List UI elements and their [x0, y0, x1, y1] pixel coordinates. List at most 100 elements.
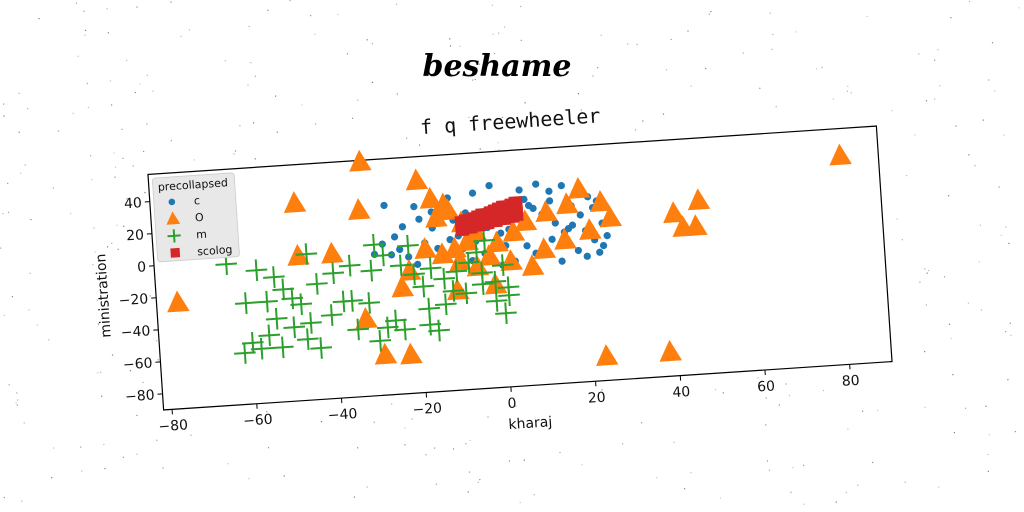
data-point-c	[583, 252, 591, 260]
y-tick-label: 0	[137, 259, 147, 276]
data-point-m	[272, 278, 295, 301]
data-point-O	[599, 205, 623, 228]
data-point-c	[415, 215, 423, 223]
data-point-O	[449, 249, 472, 272]
data-point-O	[502, 219, 526, 242]
data-point-m	[338, 254, 361, 277]
data-point-O	[167, 290, 190, 313]
data-point-m	[412, 275, 435, 298]
data-point-m	[341, 290, 363, 312]
data-point-c	[545, 197, 554, 205]
data-point-O	[554, 227, 577, 250]
data-point-O	[486, 230, 509, 253]
data-point-m	[322, 262, 345, 285]
data-point-m	[397, 234, 419, 257]
data-point-m	[263, 266, 285, 288]
data-point-c	[551, 219, 559, 227]
legend-item-m: m	[167, 228, 207, 243]
data-point-m	[376, 316, 399, 339]
data-point-m	[234, 342, 256, 364]
data-point-O	[522, 254, 545, 276]
data-point-c	[396, 245, 404, 254]
data-point-c	[599, 241, 608, 250]
x-tick-label: −60	[243, 412, 274, 430]
data-point-c	[548, 235, 556, 243]
data-point-O	[687, 188, 711, 211]
data-point-m	[320, 304, 343, 326]
data-point-O	[466, 254, 490, 277]
data-point-c	[390, 233, 399, 241]
data-point-m	[360, 259, 383, 282]
legend-item-O: O	[166, 211, 204, 225]
data-point-O	[514, 209, 538, 232]
data-point-O	[663, 201, 686, 224]
data-point-c	[398, 223, 407, 231]
data-marks	[167, 143, 852, 367]
data-point-c	[574, 246, 583, 255]
axis-ticks: −80 −60 −40 −20 0 20 40 60 80 −80 −60 −40 −20 0 20 40	[118, 195, 860, 435]
data-point-O	[659, 339, 683, 362]
data-point-O	[374, 342, 398, 365]
data-point-m	[283, 316, 306, 339]
data-point-m	[296, 328, 319, 351]
data-point-m	[235, 292, 257, 314]
data-point-O	[829, 143, 852, 166]
x-axis-label: kharaj	[508, 414, 553, 433]
data-point-c	[524, 201, 533, 210]
data-point-c	[410, 203, 418, 211]
legend-label: c	[193, 194, 200, 207]
x-tick-label: 80	[841, 373, 860, 390]
legend-marker-scolog	[170, 247, 181, 258]
data-point-m	[265, 307, 288, 330]
figure-suptitle: beshame	[422, 49, 571, 84]
data-point-c	[558, 257, 566, 265]
data-point-O	[556, 192, 579, 215]
data-point-O	[283, 191, 307, 213]
data-point-c	[576, 211, 584, 219]
data-point-O	[349, 149, 372, 172]
legend-title: precollapsed	[157, 176, 228, 194]
data-point-c	[532, 180, 540, 188]
data-point-c	[596, 248, 604, 256]
data-point-O	[567, 177, 591, 199]
data-point-O	[478, 244, 502, 266]
data-point-m	[428, 319, 450, 342]
data-point-O	[400, 342, 423, 365]
data-point-m	[435, 293, 457, 316]
data-point-m	[485, 290, 508, 312]
legend-item-scolog: scolog	[170, 243, 233, 258]
data-point-m	[484, 270, 507, 293]
y-tick-label: 40	[124, 195, 143, 212]
legend-label: scolog	[197, 243, 233, 258]
plot-axes: f q freewheeler −80 −60 −40 −20 0 20 40 60 80−80…	[93, 103, 893, 435]
y-axis-label: ministration	[93, 253, 115, 338]
data-point-m	[306, 273, 328, 295]
data-point-m	[250, 337, 273, 360]
y-tick-label: −80	[125, 387, 156, 405]
data-point-O	[355, 307, 378, 329]
data-point-O	[431, 242, 455, 265]
x-tick-label: −40	[327, 406, 358, 424]
data-point-O	[596, 344, 619, 367]
data-point-m	[271, 336, 294, 359]
data-point-m	[465, 241, 488, 264]
data-point-c	[564, 224, 573, 233]
data-point-m	[258, 324, 281, 347]
legend-marker-c	[168, 198, 176, 206]
data-point-m	[445, 260, 468, 283]
data-point-O	[590, 190, 613, 212]
data-point-m	[418, 297, 440, 320]
data-point-c	[545, 187, 553, 195]
data-point-c	[446, 236, 454, 244]
data-point-m	[389, 254, 412, 277]
data-point-O	[579, 218, 602, 241]
data-point-m	[372, 244, 394, 267]
data-point-m	[310, 337, 332, 359]
x-tick-label: −80	[158, 417, 189, 435]
data-point-m	[497, 276, 520, 299]
data-point-O	[321, 241, 344, 264]
data-point-m	[295, 243, 318, 265]
data-point-O	[405, 168, 429, 191]
data-point-c	[603, 232, 611, 240]
data-point-O	[391, 275, 415, 298]
